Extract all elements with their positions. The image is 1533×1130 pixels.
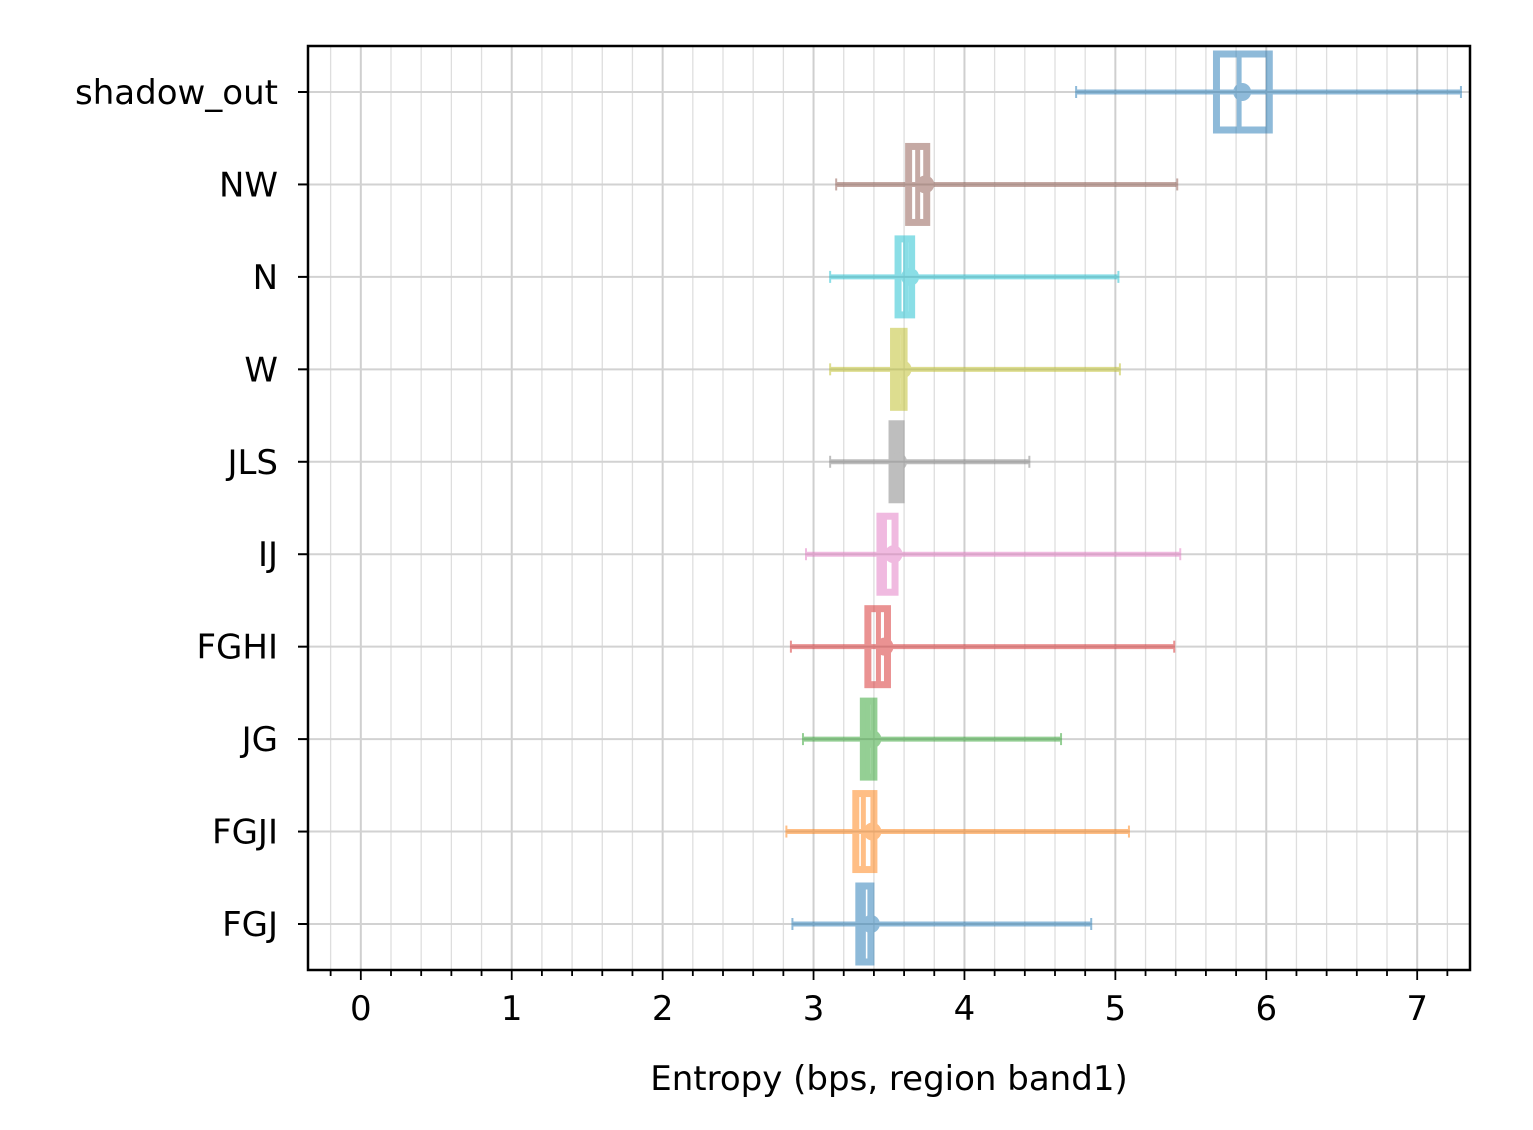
- y-tick-label-fgj: FGJ: [222, 905, 278, 945]
- mean-point: [889, 452, 908, 471]
- x-tick-label: 3: [803, 989, 825, 1029]
- series-w: [829, 327, 1121, 411]
- axes-frame: [306, 44, 1472, 972]
- y-tick-label-nw: NW: [219, 165, 278, 205]
- x-tick-label: 7: [1406, 989, 1428, 1029]
- series-jls: [829, 420, 1031, 504]
- mean-point: [875, 637, 894, 656]
- mean-point: [861, 915, 880, 933]
- series-fghi: [789, 605, 1176, 689]
- x-tick-label: 2: [652, 989, 674, 1029]
- series-ij: [805, 512, 1182, 596]
- y-tick-label-fgji: FGJI: [212, 813, 278, 853]
- mean-point: [1233, 83, 1252, 101]
- series-nw: [835, 142, 1179, 226]
- series-fgj: [791, 882, 1093, 966]
- y-tick-label-jg: JG: [240, 720, 278, 760]
- y-tick-label-fghi: FGHI: [197, 628, 279, 668]
- mean-point: [901, 267, 920, 286]
- mean-point: [884, 545, 903, 564]
- x-tick-label: 4: [954, 989, 976, 1029]
- y-tick-label-jls: JLS: [225, 443, 278, 483]
- mean-point: [863, 822, 882, 841]
- x-axis-label: Entropy (bps, region band1): [650, 1059, 1127, 1099]
- y-tick-label-ij: IJ: [258, 535, 278, 575]
- x-tick-label: 1: [501, 989, 523, 1029]
- mean-point: [916, 175, 935, 194]
- series-jg: [801, 697, 1063, 781]
- mean-point: [863, 730, 882, 749]
- y-tick-label-n: N: [253, 258, 278, 298]
- y-tick-label-shadow-out: shadow_out: [75, 73, 278, 113]
- series-n: [829, 235, 1120, 319]
- plot-marks: [785, 50, 1462, 966]
- mean-point: [893, 360, 912, 379]
- y-tick-label-w: W: [244, 350, 278, 390]
- x-tick-label: 0: [350, 989, 372, 1029]
- x-tick-label: 5: [1105, 989, 1127, 1029]
- series-fgji: [785, 790, 1130, 874]
- iqr-box: [1212, 50, 1273, 134]
- series-shadow-out: [1075, 50, 1462, 134]
- x-tick-label: 6: [1255, 989, 1277, 1029]
